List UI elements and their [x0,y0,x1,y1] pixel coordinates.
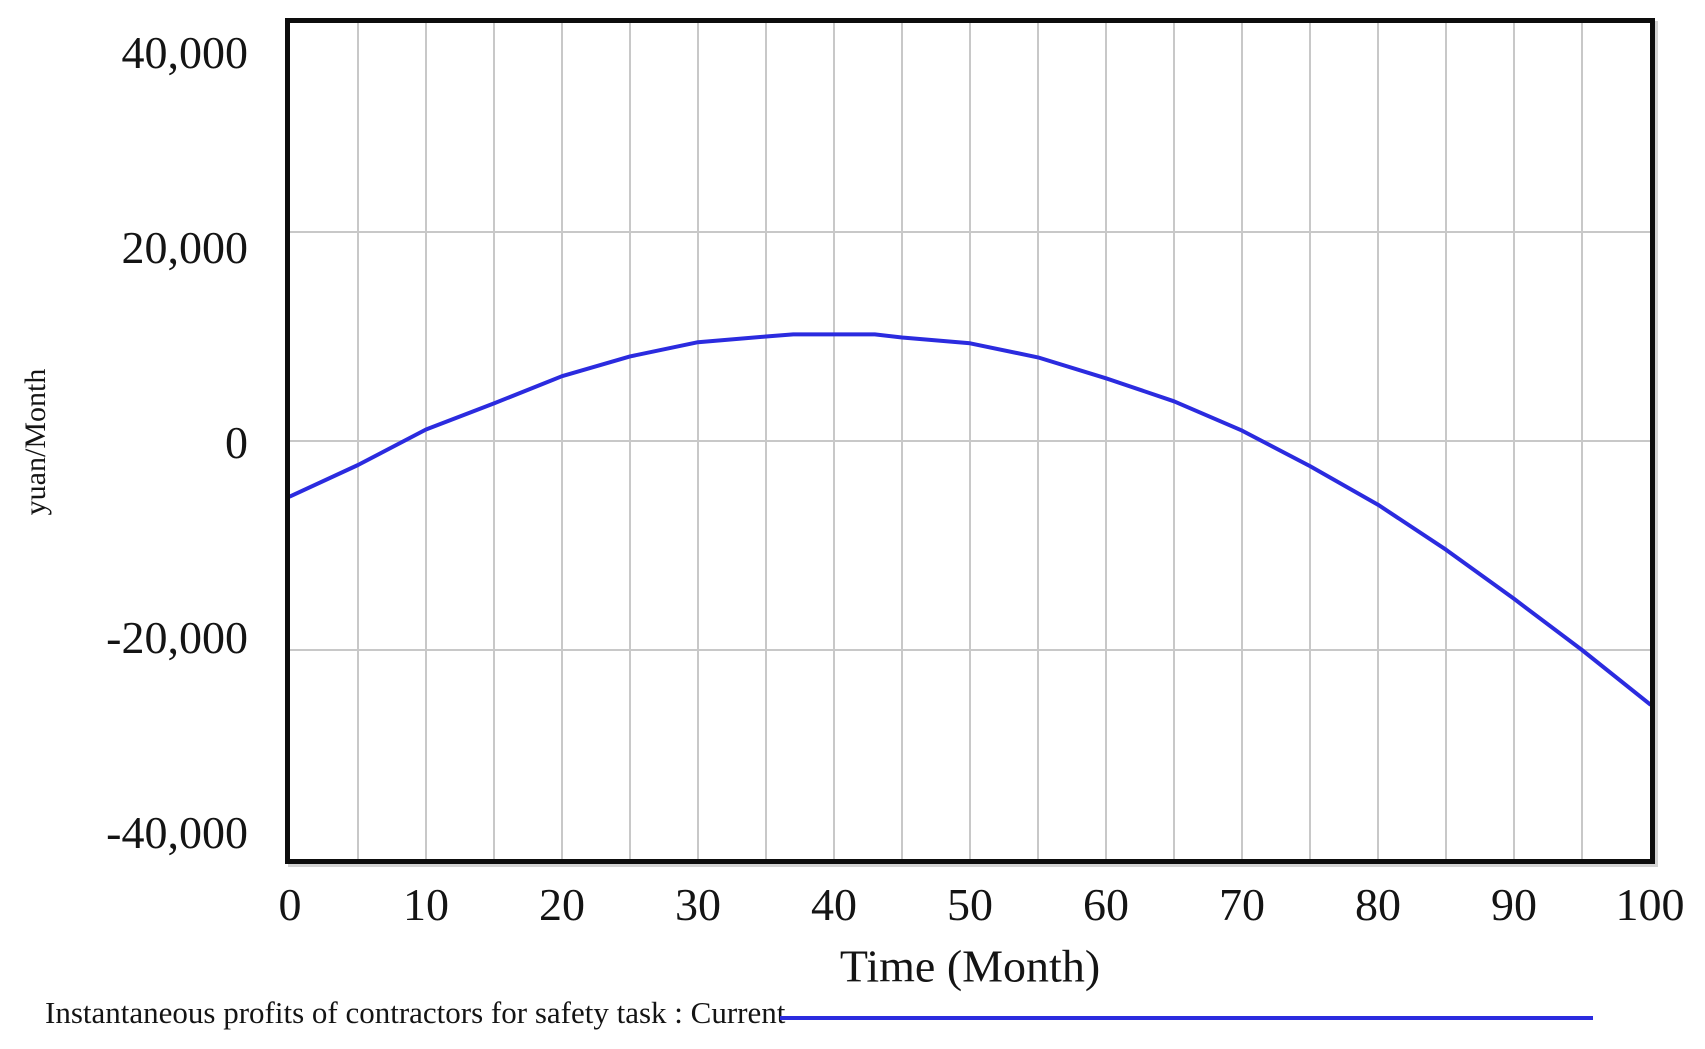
x-tick-label: 60 [1083,879,1129,930]
x-tick-label: 20 [539,879,585,930]
instantaneous-profits-curve [290,332,1650,707]
x-tick-label: 40 [811,879,857,930]
x-tick-label: 90 [1491,879,1537,930]
x-tick-label: 80 [1355,879,1401,930]
x-tick-label: 30 [675,879,721,930]
x-tick-label: 10 [403,879,449,930]
x-tick-label: 0 [278,879,302,930]
profit-curve-plot [290,23,1650,859]
y-tick-label: 40,000 [121,27,249,78]
plot-area [285,18,1655,864]
x-tick-label: 50 [947,879,993,930]
x-tick-label: 70 [1219,879,1265,930]
legend-series-label: Instantaneous profits of contractors for… [45,995,786,1030]
gridlines [290,23,1650,859]
y-tick-label: 0 [225,417,248,468]
x-axis-title: Time (Month) [839,940,1101,992]
legend-line-swatch [780,1016,1593,1020]
y-tick-label: 20,000 [121,222,249,273]
x-tick-label: 100 [1615,879,1685,930]
y-tick-label: -20,000 [106,612,248,663]
y-tick-label: -40,000 [106,807,248,858]
